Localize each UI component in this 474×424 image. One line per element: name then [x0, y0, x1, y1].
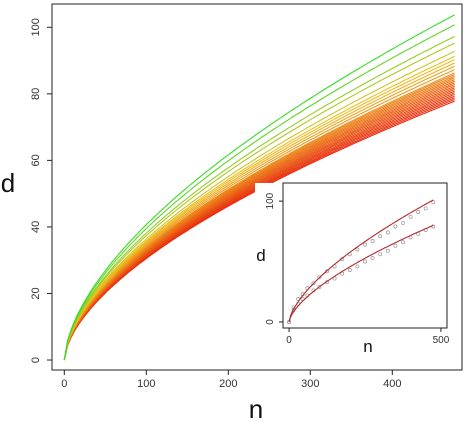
inset-x-axis: 0 500: [286, 328, 450, 346]
data-point: [370, 255, 375, 260]
main-plot-frame: [51, 3, 463, 371]
main-y-axis: 0 20 40 60 80 100: [30, 18, 52, 363]
main-x-axis: 0 100 200 300 400: [61, 370, 401, 390]
main-x-axis-title: n: [249, 394, 263, 424]
data-point: [393, 243, 398, 248]
x-tick-label: 0: [286, 335, 292, 346]
main-y-axis-title: d: [1, 168, 15, 198]
y-tick-label: 100: [30, 18, 42, 36]
x-tick-label: 300: [301, 378, 319, 390]
data-point: [355, 247, 360, 252]
series-line: [63, 69, 455, 361]
data-point: [378, 252, 383, 257]
data-point: [393, 224, 398, 229]
x-tick-label: 500: [433, 335, 450, 346]
y-tick-label: 40: [30, 221, 42, 233]
data-point: [401, 220, 405, 225]
series-line: [63, 55, 455, 361]
data-point: [363, 259, 367, 264]
inset-plot-frame: [282, 182, 448, 329]
inset-y-axis-title: d: [256, 246, 265, 265]
data-point: [431, 200, 436, 205]
series-line: [63, 62, 455, 361]
data-point: [325, 269, 329, 274]
fit-line: [288, 224, 434, 323]
data-point: [408, 214, 413, 219]
y-tick-label: 80: [30, 88, 42, 100]
data-point: [423, 206, 428, 211]
data-point: [401, 240, 405, 245]
data-point: [385, 248, 390, 253]
x-tick-label: 0: [61, 378, 67, 390]
inset-y-axis: 0 100: [265, 192, 283, 325]
x-tick-label: 400: [383, 378, 401, 390]
inset-x-axis-title: n: [363, 337, 372, 356]
y-tick-label: 100: [265, 192, 276, 209]
series-line: [63, 65, 455, 361]
y-tick-label: 0: [30, 357, 42, 363]
data-point: [385, 230, 390, 235]
main-plot: 0 100 200 300 400 0 20 40 60 80 100 n d: [1, 3, 463, 424]
main-series-lines: [63, 14, 455, 361]
data-point: [317, 275, 322, 280]
data-point: [317, 284, 322, 289]
inset-fit-lines: [288, 199, 434, 323]
y-tick-label: 0: [265, 319, 276, 325]
y-tick-label: 20: [30, 287, 42, 299]
inset-plot-background: [255, 183, 447, 367]
inset-plot: 0 500 0 100 n d: [255, 182, 450, 367]
data-point: [378, 234, 383, 239]
data-point: [370, 239, 375, 243]
data-point: [347, 268, 352, 272]
series-line: [63, 35, 455, 361]
series-line: [63, 24, 455, 361]
data-point: [416, 210, 421, 214]
series-line: [63, 59, 455, 361]
fit-line: [288, 199, 434, 323]
data-point: [311, 281, 316, 286]
data-point: [363, 242, 367, 247]
series-line: [63, 72, 455, 361]
series-line: [63, 14, 455, 361]
series-line: [63, 42, 455, 361]
data-point: [355, 264, 360, 269]
y-tick-label: 60: [30, 154, 42, 166]
x-tick-label: 200: [219, 378, 237, 390]
series-line: [63, 50, 455, 361]
x-tick-label: 100: [137, 378, 155, 390]
